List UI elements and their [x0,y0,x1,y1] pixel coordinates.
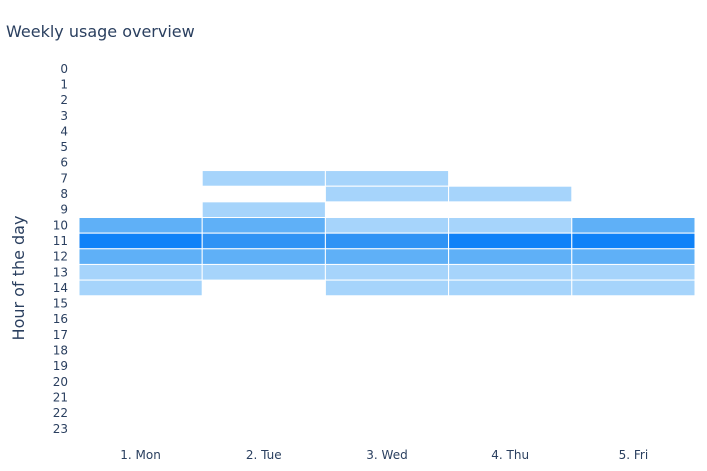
heatmap-cell [78,263,203,281]
heatmap-cells [78,170,696,297]
heatmap-cell [324,279,450,297]
y-tick-label: 10 [53,218,68,232]
x-tick-label: 5. Fri [619,448,649,462]
y-tick-label: 2 [60,93,68,107]
heatmap-cell [201,263,326,281]
y-tick-label: 23 [53,422,68,436]
y-tick-label: 15 [53,297,68,311]
x-tick-label: 3. Wed [366,448,407,462]
x-axis-ticks: 1. Mon 2. Tue 3. Wed 4. Thu 5. Fri [120,448,648,462]
y-tick-label: 7 [60,171,68,185]
y-tick-label: 4 [60,124,68,138]
x-tick-label: 2. Tue [246,448,282,462]
heatmap-cell [571,263,696,281]
y-tick-label: 13 [53,265,68,279]
y-tick-label: 8 [60,187,68,201]
y-tick-label: 20 [53,375,68,389]
y-tick-label: 1 [60,77,68,91]
y-tick-label: 18 [53,344,68,358]
heatmap-cell [201,232,326,250]
heatmap-cell [324,248,450,265]
x-tick-label: 1. Mon [120,448,161,462]
y-tick-label: 6 [60,156,68,170]
y-tick-label: 22 [53,406,68,420]
heatmap-cell [201,217,326,234]
heatmap-cell [78,248,203,265]
heatmap-cell [78,279,203,297]
heatmap-cell [201,248,326,265]
y-tick-label: 21 [53,390,68,404]
y-tick-label: 19 [53,359,68,373]
heatmap-cell [571,232,696,250]
heatmap-cell [448,217,573,234]
heatmap-cell [201,201,326,219]
y-tick-label: 14 [53,281,68,295]
heatmap-cell [448,248,573,265]
y-tick-label: 5 [60,140,68,154]
x-tick-label: 4. Thu [491,448,529,462]
heatmap-cell [78,217,203,234]
y-tick-label: 16 [53,312,68,326]
heatmap-cell [324,232,450,250]
chart-title: Weekly usage overview [6,22,195,41]
y-tick-label: 11 [53,234,68,248]
heatmap-cell [448,279,573,297]
heatmap-cell [448,232,573,250]
y-axis-label: Hour of the day [9,216,28,341]
heatmap-cell [448,263,573,281]
y-tick-label: 17 [53,328,68,342]
heatmap-cell [324,263,450,281]
heatmap-cell [78,232,203,250]
heatmap-cell [571,279,696,297]
heatmap-cell [324,170,450,187]
y-tick-label: 0 [60,62,68,76]
heatmap-cell [324,185,450,203]
heatmap-cell [571,248,696,265]
heatmap-cell [448,185,573,203]
y-tick-label: 3 [60,109,68,123]
y-tick-label: 9 [60,203,68,217]
y-tick-label: 12 [53,250,68,264]
heatmap-cell [571,217,696,234]
heatmap-cell [324,217,450,234]
heatmap-cell [201,170,326,187]
